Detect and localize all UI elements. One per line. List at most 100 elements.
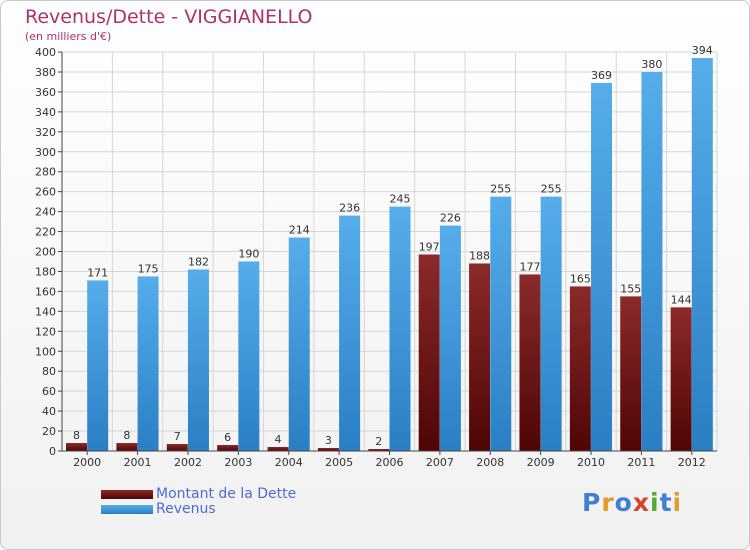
bar-debt-2009 xyxy=(519,274,541,451)
data-label-revenus-2003: 190 xyxy=(238,247,259,260)
x-tick-label: 2009 xyxy=(527,456,555,469)
bar-debt-2012 xyxy=(670,307,692,451)
logo-letter: o xyxy=(614,488,633,517)
y-tick-label: 140 xyxy=(35,305,56,318)
y-tick-label: 60 xyxy=(42,385,56,398)
data-label-debt-2005: 3 xyxy=(325,434,332,447)
y-tick-label: 240 xyxy=(35,206,56,219)
data-label-debt-2008: 188 xyxy=(469,249,490,262)
data-labels: 8 171 8 175 7 182 6 190 4 214 3 236 2 245 197 226 188 255… xyxy=(73,44,713,448)
bar-debt-2004 xyxy=(267,447,289,451)
bar-revenus-2002 xyxy=(187,269,209,451)
y-tick-label: 300 xyxy=(35,146,56,159)
bar-debt-2003 xyxy=(217,445,239,451)
bar-debt-2007 xyxy=(418,254,440,451)
bar-revenus-2000 xyxy=(87,280,109,451)
bar-revenus-2010 xyxy=(591,82,613,452)
bar-revenus-2003 xyxy=(238,261,260,451)
x-tick-label: 2008 xyxy=(476,456,504,469)
data-label-debt-2000: 8 xyxy=(73,429,80,442)
logo-letter: P xyxy=(582,488,602,517)
x-tick-label: 2011 xyxy=(627,456,655,469)
axes: 0 20 40 60 80 100 120 140 160 180 200 220 240 260 280 3… xyxy=(35,46,717,469)
logo-letter: x xyxy=(632,488,650,517)
bar-debt-2005 xyxy=(317,448,339,451)
y-tick-label: 200 xyxy=(35,246,56,259)
y-tick-label: 260 xyxy=(35,186,56,199)
data-label-debt-2010: 165 xyxy=(570,272,591,285)
data-label-revenus-2011: 380 xyxy=(641,58,662,71)
data-label-debt-2011: 155 xyxy=(620,282,641,295)
data-label-revenus-2012: 394 xyxy=(692,44,713,57)
x-tick-label: 2006 xyxy=(376,456,404,469)
logo-letter: i xyxy=(650,488,660,517)
bar-revenus-2007 xyxy=(439,225,461,451)
x-tick-label: 2000 xyxy=(73,456,101,469)
bar-debt-2010 xyxy=(569,286,591,451)
chart-title: Revenus/Dette - VIGGIANELLO xyxy=(25,6,313,28)
x-tick-label: 2003 xyxy=(224,456,252,469)
y-tick-label: 180 xyxy=(35,265,56,278)
legend-swatch-revenus xyxy=(101,505,153,514)
bar-revenus-2006 xyxy=(389,206,411,451)
bar-revenus-2012 xyxy=(691,57,713,452)
data-label-debt-2012: 144 xyxy=(671,293,692,306)
logo-letter: r xyxy=(601,488,615,517)
data-label-revenus-2010: 369 xyxy=(591,69,612,82)
legend-label-dette: Montant de la Dette xyxy=(156,486,297,502)
legend-swatch-dette xyxy=(101,490,153,499)
x-tick-label: 2005 xyxy=(325,456,353,469)
y-tick-label: 20 xyxy=(42,425,56,438)
x-tick-label: 2007 xyxy=(426,456,454,469)
legend-label-revenus: Revenus xyxy=(156,501,216,517)
data-label-debt-2002: 7 xyxy=(174,430,181,443)
y-tick-label: 280 xyxy=(35,166,56,179)
bar-revenus-2004 xyxy=(288,237,310,451)
data-label-revenus-2008: 255 xyxy=(490,183,511,196)
y-tick-label: 400 xyxy=(35,46,56,59)
data-label-revenus-2004: 214 xyxy=(289,224,310,237)
y-tick-label: 100 xyxy=(35,345,56,358)
bar-revenus-2005 xyxy=(339,215,361,451)
bar-debt-2006 xyxy=(368,449,390,451)
bar-revenus-2008 xyxy=(490,196,512,451)
bar-debt-2008 xyxy=(469,263,491,451)
y-tick-label: 40 xyxy=(42,405,56,418)
data-label-debt-2009: 177 xyxy=(519,260,540,273)
x-tick-label: 2002 xyxy=(174,456,202,469)
data-label-revenus-2009: 255 xyxy=(541,183,562,196)
data-label-revenus-2002: 182 xyxy=(188,255,209,268)
data-label-revenus-2001: 175 xyxy=(138,262,159,275)
y-tick-label: 320 xyxy=(35,126,56,139)
x-tick-label: 2012 xyxy=(678,456,706,469)
x-tick-label: 2001 xyxy=(124,456,152,469)
y-tick-label: 120 xyxy=(35,325,56,338)
logo-letter: t xyxy=(659,488,673,517)
data-label-debt-2006: 2 xyxy=(375,435,382,448)
data-label-revenus-2000: 171 xyxy=(87,266,108,279)
y-tick-label: 380 xyxy=(35,66,56,79)
data-label-debt-2003: 6 xyxy=(224,431,231,444)
y-tick-label: 80 xyxy=(42,365,56,378)
data-label-debt-2001: 8 xyxy=(123,429,130,442)
data-label-debt-2007: 197 xyxy=(419,240,440,253)
x-tick-label: 2010 xyxy=(577,456,605,469)
chart-subtitle: (en milliers d'€) xyxy=(25,30,112,43)
data-label-revenus-2007: 226 xyxy=(440,212,461,225)
x-tick-label: 2004 xyxy=(275,456,303,469)
bar-debt-2011 xyxy=(620,296,642,451)
bar-revenus-2009 xyxy=(540,196,562,451)
data-label-revenus-2005: 236 xyxy=(339,202,360,215)
y-tick-label: 220 xyxy=(35,226,56,239)
y-tick-label: 340 xyxy=(35,106,56,119)
logo-letter: i xyxy=(672,488,683,517)
bar-revenus-2001 xyxy=(137,276,159,451)
bar-debt-2001 xyxy=(116,443,138,451)
y-tick-label: 0 xyxy=(49,445,56,458)
data-label-revenus-2006: 245 xyxy=(390,193,411,206)
y-tick-label: 360 xyxy=(35,86,56,99)
data-label-debt-2004: 4 xyxy=(275,433,282,446)
bar-debt-2000 xyxy=(66,443,87,451)
